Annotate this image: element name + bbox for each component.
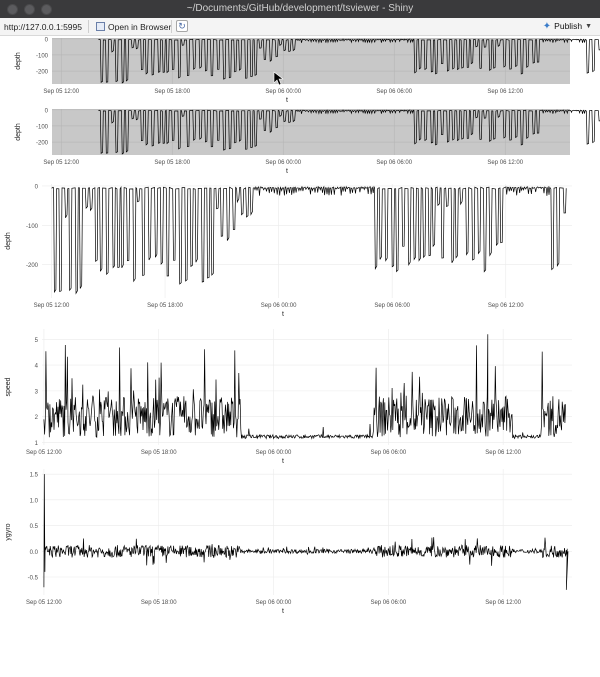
chevron-down-icon: ▼ xyxy=(585,22,592,30)
x-axis-label: t xyxy=(286,97,288,104)
x-tick-label: Sep 06 00:00 xyxy=(256,450,292,456)
x-tick-label: Sep 06 12:00 xyxy=(487,89,523,95)
y-axis-label: speed xyxy=(5,377,12,396)
x-tick-label: Sep 05 18:00 xyxy=(154,89,190,95)
publish-icon: ✦ xyxy=(542,20,552,32)
y-tick-label: -100 xyxy=(36,124,49,130)
series-line-ygyro xyxy=(43,474,569,590)
plot-panel xyxy=(42,469,572,595)
publish-label: Publish xyxy=(554,21,583,31)
document-icon xyxy=(96,22,105,31)
plot-panel xyxy=(52,109,570,155)
y-tick-label: 5 xyxy=(35,338,39,344)
x-tick-label: Sep 06 06:00 xyxy=(376,89,412,95)
y-tick-label: -200 xyxy=(36,141,49,147)
x-tick-label: Sep 06 00:00 xyxy=(256,600,292,606)
y-tick-label: 0 xyxy=(45,37,49,43)
x-tick-label: Sep 06 00:00 xyxy=(261,303,297,309)
series-line-speed xyxy=(43,334,566,440)
y-tick-label: 1 xyxy=(35,441,39,447)
open-in-browser-button[interactable]: Open in Browser xyxy=(94,20,173,33)
x-tick-label: Sep 05 12:00 xyxy=(43,160,79,166)
y-tick-label: 1.0 xyxy=(30,498,39,504)
x-tick-label: Sep 05 12:00 xyxy=(26,600,62,606)
x-axis-label: t xyxy=(282,311,284,318)
y-axis-label: depth xyxy=(15,123,22,141)
y-tick-label: 0.0 xyxy=(30,550,39,556)
url-text[interactable]: http://127.0.0.1:5995 xyxy=(4,22,82,32)
plots-canvas: 0 -100 -200 Sep 05 12:00 Sep 05 18:00 Sep 06 … xyxy=(5,37,600,615)
chart-depth-overview-2: 0 -100 -200 Sep 05 12:00 Sep 05 18:00 Sep 06 … xyxy=(15,108,600,175)
window-controls xyxy=(7,4,52,15)
publish-button[interactable]: ✦ Publish ▼ xyxy=(539,19,596,33)
zoom-window-button[interactable] xyxy=(41,4,52,15)
shiny-app-content: 0 -100 -200 Sep 05 12:00 Sep 05 18:00 Sep 06 … xyxy=(0,36,600,672)
x-tick-label: Sep 06 06:00 xyxy=(374,303,410,309)
x-axis-label: t xyxy=(282,458,284,465)
toolbar-divider xyxy=(88,20,89,33)
y-axis-label: ygyro xyxy=(5,523,12,540)
x-tick-label: Sep 06 12:00 xyxy=(485,600,521,606)
y-tick-label: 3 xyxy=(35,389,39,395)
y-tick-label: -0.5 xyxy=(28,576,39,582)
window-titlebar: ~/Documents/GitHub/development/tsviewer … xyxy=(0,0,600,19)
x-tick-label: Sep 05 12:00 xyxy=(34,303,70,309)
refresh-icon: ↻ xyxy=(178,21,186,31)
close-window-button[interactable] xyxy=(7,4,18,15)
series-line-depth-overview-2 xyxy=(98,109,600,155)
y-tick-label: -200 xyxy=(26,263,39,269)
chart-ygyro: 1.5 1.0 0.5 0.0 -0.5 Sep 05 12:00 Sep 05 18:00… xyxy=(5,469,572,615)
y-axis-label: depth xyxy=(5,232,12,250)
open-in-browser-label: Open in Browser xyxy=(108,21,172,32)
refresh-button[interactable]: ↻ xyxy=(176,20,188,32)
x-tick-label: Sep 06 00:00 xyxy=(265,160,301,166)
y-tick-label: 1.5 xyxy=(30,473,39,479)
plot-panel xyxy=(52,38,570,84)
x-tick-label: Sep 05 12:00 xyxy=(43,89,79,95)
series-line-depth xyxy=(51,185,567,295)
x-tick-label: Sep 06 12:00 xyxy=(488,303,524,309)
y-tick-label: 0 xyxy=(45,108,49,114)
y-tick-label: -100 xyxy=(26,224,39,230)
y-tick-label: 0.5 xyxy=(30,524,39,530)
y-tick-label: 0 xyxy=(35,184,39,190)
x-tick-label: Sep 05 18:00 xyxy=(154,160,190,166)
x-axis-label: t xyxy=(282,608,284,615)
x-tick-label: Sep 06 06:00 xyxy=(370,450,406,456)
y-tick-label: 4 xyxy=(35,364,39,370)
chart-depth: 0 -100 -200 Sep 05 12:00 Sep 05 18:00 Sep 06 … xyxy=(5,184,572,318)
x-tick-label: Sep 06 00:00 xyxy=(265,89,301,95)
minimize-window-button[interactable] xyxy=(24,4,35,15)
y-tick-label: -200 xyxy=(36,70,49,76)
chart-depth-overview-1: 0 -100 -200 Sep 05 12:00 Sep 05 18:00 Sep 06 … xyxy=(15,37,600,104)
x-tick-label: Sep 06 12:00 xyxy=(485,450,521,456)
y-tick-label: -100 xyxy=(36,53,49,59)
viewer-toolbar: http://127.0.0.1:5995 Open in Browser ↻ … xyxy=(0,18,600,36)
x-tick-label: Sep 06 06:00 xyxy=(376,160,412,166)
y-axis-label: depth xyxy=(15,52,22,70)
x-tick-label: Sep 05 18:00 xyxy=(147,303,183,309)
x-tick-label: Sep 05 12:00 xyxy=(26,450,62,456)
x-tick-label: Sep 05 18:00 xyxy=(141,600,177,606)
x-axis-label: t xyxy=(286,168,288,175)
toolbar-divider xyxy=(171,20,172,33)
x-tick-label: Sep 06 12:00 xyxy=(487,160,523,166)
chart-speed: 5 4 3 2 1 Sep 05 12:00 Sep 05 18:00 Sep 06 00:0… xyxy=(5,329,572,465)
y-tick-label: 2 xyxy=(35,415,39,421)
x-tick-label: Sep 05 18:00 xyxy=(141,450,177,456)
series-line-depth-overview-1 xyxy=(98,38,600,84)
window-title: ~/Documents/GitHub/development/tsviewer … xyxy=(186,3,414,14)
mouse-cursor-icon xyxy=(273,71,284,86)
x-tick-label: Sep 06 06:00 xyxy=(370,600,406,606)
